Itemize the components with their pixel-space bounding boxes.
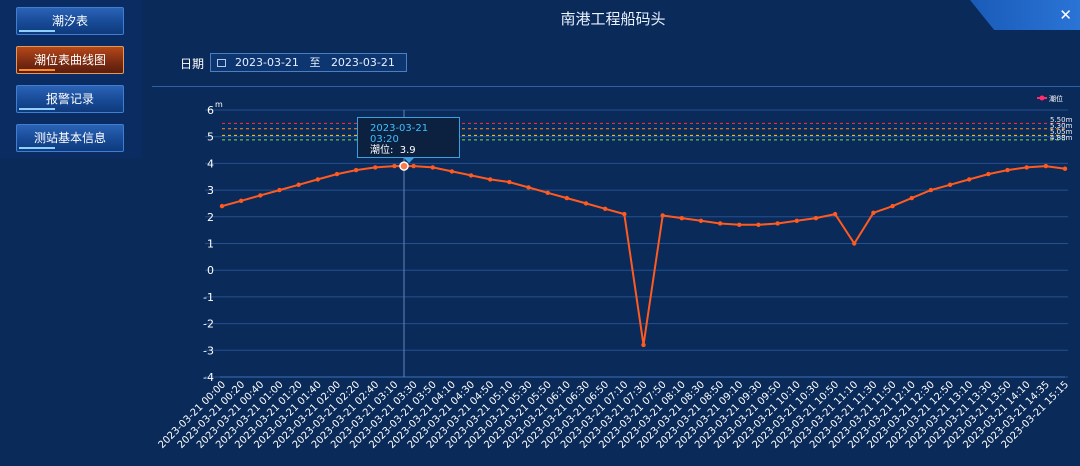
- data-point: [602, 206, 608, 211]
- chart-legend[interactable]: 潮位: [1037, 94, 1063, 103]
- y-tick-label: -3: [203, 344, 214, 357]
- tooltip-time: 2023-03-21 03:20: [370, 123, 429, 145]
- data-point: [813, 215, 819, 221]
- data-point: [890, 203, 895, 209]
- chart-grid: [205, 109, 1068, 378]
- y-axis: -4 -3 -2 -1 0 1 2 3 4 5 6 m: [203, 100, 223, 384]
- data-point: [564, 195, 570, 201]
- data-point: [717, 221, 723, 226]
- data-point: [353, 167, 359, 173]
- y-tick-label: 0: [207, 264, 214, 277]
- date-label: 日期: [180, 57, 205, 71]
- y-tick-label: -2: [203, 318, 214, 331]
- data-point: [583, 201, 589, 206]
- legend-label: 潮位: [1049, 94, 1063, 103]
- tooltip-value: 3.9: [399, 145, 416, 156]
- data-point: [737, 222, 742, 228]
- sidebar-item-alarm-records[interactable]: 报警记录: [16, 85, 124, 113]
- data-point: [909, 195, 914, 201]
- date-separator: 至: [309, 56, 321, 69]
- data-point: [698, 218, 704, 224]
- sidebar-item-station-info[interactable]: 测站基本信息: [16, 124, 124, 152]
- y-tick-label: 2: [207, 211, 214, 224]
- data-point: [660, 213, 665, 218]
- data-point: [794, 218, 799, 224]
- data-point: [449, 169, 455, 174]
- close-icon[interactable]: ✕: [1059, 6, 1072, 24]
- data-point: [641, 342, 646, 348]
- data-point: [1024, 165, 1029, 170]
- data-point: [545, 190, 550, 195]
- data-point: [986, 171, 991, 177]
- data-point: [775, 221, 780, 226]
- threshold-label: 5.05m: [1050, 128, 1073, 136]
- y-tick-label: -1: [203, 291, 214, 304]
- data-point: [679, 215, 685, 221]
- tide-series: [219, 161, 1068, 348]
- divider: [152, 86, 1080, 87]
- data-point: [1005, 167, 1010, 173]
- y-tick-label: 5: [207, 131, 214, 144]
- data-point: [315, 177, 320, 182]
- calendar-icon: [217, 59, 226, 67]
- data-point: [468, 173, 474, 178]
- y-tick-label: -4: [203, 371, 214, 384]
- data-point: [622, 211, 627, 217]
- page-title: 南港工程船码头: [560, 10, 666, 28]
- data-point: [928, 187, 934, 193]
- data-point: [1062, 166, 1068, 171]
- data-point: [488, 177, 493, 182]
- data-point: [947, 182, 953, 187]
- data-point: [373, 165, 378, 170]
- data-point: [334, 171, 340, 177]
- data-point: [507, 179, 512, 185]
- date-end: 2023-03-21: [330, 56, 395, 69]
- data-point: [277, 187, 282, 193]
- series-line: [221, 165, 1066, 346]
- sidebar-item-tide-curve[interactable]: 潮位表曲线图: [16, 46, 124, 74]
- sidebar-item-tide-table[interactable]: 潮汐表: [16, 7, 124, 35]
- data-point: [526, 185, 531, 190]
- data-point: [430, 165, 435, 170]
- y-axis-unit: m: [215, 100, 223, 109]
- data-point: [219, 203, 225, 209]
- data-point: [967, 177, 972, 182]
- chart-tooltip: 2023-03-21 03:20 潮位: 3.9: [357, 117, 460, 163]
- data-point: [1043, 163, 1049, 169]
- sidebar: 潮汐表 潮位表曲线图 报警记录 测站基本信息: [0, 0, 142, 158]
- threshold-label: 5.30m: [1050, 122, 1073, 130]
- data-point: [756, 222, 761, 228]
- y-tick-label: 6: [207, 104, 214, 117]
- data-point: [832, 211, 838, 217]
- data-point: [258, 193, 263, 198]
- legend-swatch-dot: [1039, 95, 1045, 101]
- data-point: [852, 241, 857, 246]
- date-start: 2023-03-21: [235, 56, 299, 69]
- y-tick-label: 3: [207, 184, 214, 197]
- threshold-label: 4.88m: [1050, 134, 1073, 142]
- data-point: [296, 182, 301, 187]
- y-tick-label: 4: [207, 157, 214, 170]
- data-point: [871, 210, 876, 215]
- data-point: [238, 198, 244, 203]
- highlighted-point: [399, 161, 409, 171]
- threshold-label: 5.50m: [1050, 116, 1073, 124]
- tooltip-label: 潮位:: [370, 145, 394, 156]
- date-range-picker[interactable]: 2023-03-21 至 2023-03-21: [210, 53, 407, 72]
- data-point: [392, 163, 397, 169]
- data-point: [411, 163, 416, 169]
- y-tick-label: 1: [207, 238, 214, 251]
